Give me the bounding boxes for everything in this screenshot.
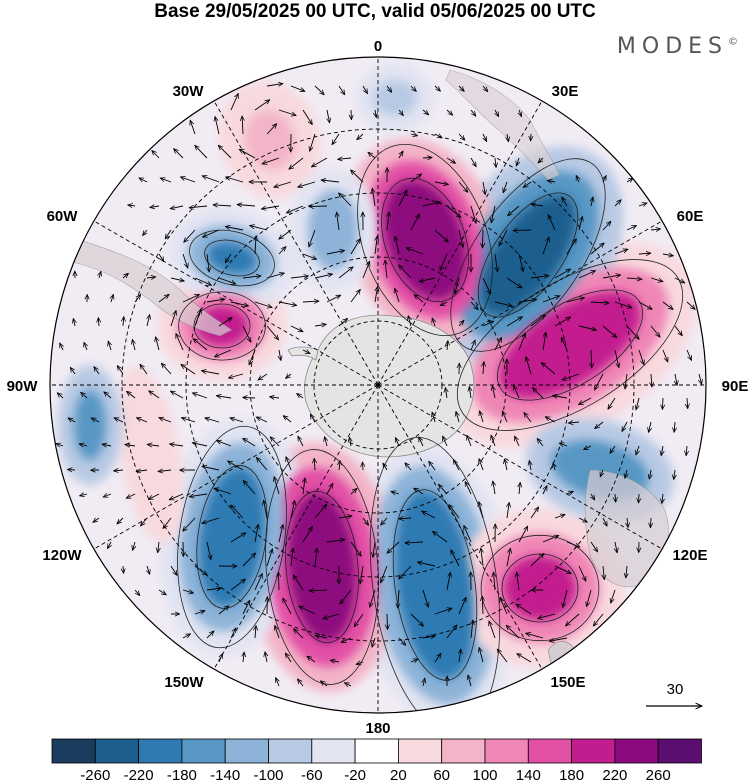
colorbar-tick-label: -220: [124, 767, 154, 783]
lat-lon-grid: [50, 57, 706, 713]
colorbar-swatch: [51, 738, 96, 764]
colorbar-swatch: [484, 738, 529, 764]
colorbar-swatch: [268, 738, 313, 764]
colorbar-tick-label: 180: [559, 767, 584, 783]
colorbar-tick-label: -260: [80, 767, 110, 783]
colorbar-swatch: [311, 738, 356, 764]
colorbar-swatch: [441, 738, 486, 764]
colorbar-swatch: [138, 738, 183, 764]
reference-vector: 30: [646, 681, 702, 706]
lon-label-60e: 60E: [677, 208, 704, 225]
lon-label-30e: 30E: [552, 83, 579, 100]
lon-label-0: 0: [374, 38, 382, 55]
lon-label-30w: 30W: [173, 83, 205, 100]
map-title: Base 29/05/2025 00 UTC, valid 05/06/2025…: [154, 1, 596, 22]
brand-mark: ©: [728, 36, 738, 48]
antarctica-landmass: [304, 314, 475, 458]
colorbar-swatch: [397, 738, 443, 764]
lon-label-60w: 60W: [47, 208, 79, 225]
colorbar-tick-label: -20: [344, 767, 366, 783]
modes-logo: MODES©: [617, 34, 738, 59]
lon-label-150w: 150W: [164, 674, 204, 691]
colorbar-swatch: [94, 738, 140, 764]
colorbar-tick-label: 60: [433, 767, 450, 783]
colorbar-swatch: [224, 738, 269, 764]
colorbar-tick-label: 20: [390, 767, 407, 783]
lon-label-90w: 90W: [7, 378, 39, 395]
colorbar-swatch: [657, 738, 702, 764]
lon-label-150e: 150E: [550, 674, 585, 691]
lon-label-120w: 120W: [42, 547, 82, 564]
colorbar-swatch: [527, 738, 572, 764]
colorbar-tick-label: -100: [253, 767, 283, 783]
colorbar-tick-label: 220: [602, 767, 627, 783]
colorbar-tick-label: 260: [646, 767, 671, 783]
colorbar: -260 -220 -180 -140 -100 -60 -20 20 60 100 140 180 2…: [51, 738, 702, 783]
lon-label-120e: 120E: [672, 547, 707, 564]
brand-name: MODES: [616, 34, 728, 59]
colorbar-tick-label: -180: [167, 767, 197, 783]
colorbar-swatch: [614, 738, 659, 764]
colorbar-swatch: [354, 738, 399, 764]
lon-label-90e: 90E: [722, 378, 749, 395]
map-border: [49, 56, 707, 714]
colorbar-swatch: [181, 738, 226, 764]
south-america-landmass: [71, 239, 233, 337]
colorbar-swatch: [571, 738, 616, 764]
wind-vectors: [56, 84, 702, 686]
lon-label-180: 180: [365, 720, 390, 737]
colorbar-tick-label: -140: [210, 767, 240, 783]
colorbar-tick-label: -60: [301, 767, 323, 783]
colorbar-tick-label: 100: [472, 767, 497, 783]
colorbar-tick-label: 140: [516, 767, 541, 783]
reference-vector-label: 30: [667, 681, 684, 698]
anomaly-field: [58, 63, 697, 713]
